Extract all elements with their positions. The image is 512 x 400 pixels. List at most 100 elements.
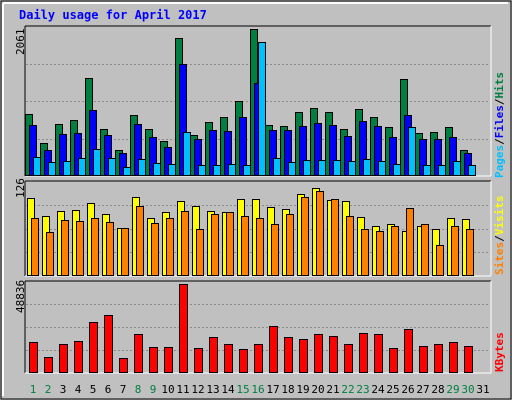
day-label: 11 (176, 383, 189, 396)
pages-bar (258, 42, 266, 176)
pages-bar (78, 158, 86, 176)
legend-hits: Hits (493, 72, 506, 99)
sites-bar (181, 211, 189, 276)
day-label: 29 (446, 383, 459, 396)
legend-hits-files-pages: Pages/Files/Hits (493, 72, 506, 178)
kbytes-bar (464, 346, 473, 373)
sites-bar (286, 214, 294, 276)
day-label: 25 (386, 383, 399, 396)
pages-bar (63, 161, 71, 176)
sites-bar (121, 228, 129, 276)
kbytes-bar (149, 347, 158, 373)
day-label: 22 (341, 383, 354, 396)
kbytes-bar (404, 329, 413, 373)
day-label: 23 (356, 383, 369, 396)
day-label: 26 (401, 383, 414, 396)
pages-bar (348, 161, 356, 176)
kbytes-bar (434, 344, 443, 373)
day-label: 7 (120, 383, 127, 396)
pages-bar (318, 160, 326, 176)
pages-bar (423, 165, 431, 176)
x-axis-day-labels: 1 2 3 4 5 6 7 8 9 10 11 12 13 14 15 16 17 18 19 20 21 22 23 24 2… (30, 383, 490, 396)
sites-bar (331, 199, 339, 276)
day-label: 14 (221, 383, 235, 396)
sites-bar (451, 226, 459, 276)
kbytes-bar (179, 284, 188, 373)
sites-bar (316, 191, 324, 276)
kbytes-bar (59, 344, 68, 373)
legend-kbytes-label: KBytes (493, 332, 506, 372)
sites-bar (226, 212, 234, 276)
day-label: 4 (75, 383, 82, 396)
sites-bar (271, 224, 279, 276)
kbytes-ymax-label: 48836 (14, 280, 27, 313)
day-label: 21 (326, 383, 339, 396)
pages-bar (303, 160, 311, 176)
legend-files: Files (493, 105, 506, 138)
day-label: 30 (461, 383, 474, 396)
kbytes-bar (329, 336, 338, 373)
kbytes-bar (299, 339, 308, 373)
kbytes-bar (209, 337, 218, 373)
legend-sites: Sites (493, 242, 506, 275)
pages-bar (168, 164, 176, 176)
kbytes-bar (74, 341, 83, 373)
kbytes-bar (239, 349, 248, 373)
sites-bar (466, 229, 474, 276)
kbytes-bar (359, 333, 368, 373)
kbytes-bar (29, 342, 38, 373)
day-label: 16 (251, 383, 264, 396)
legend-kbytes: KBytes (493, 332, 506, 372)
day-label: 31 (476, 383, 489, 396)
sites-bar (391, 226, 399, 276)
kbytes-bar (134, 334, 143, 373)
hits-files-pages-panel (24, 25, 492, 177)
sites-bar (361, 229, 369, 276)
day-label: 19 (296, 383, 309, 396)
pages-bar (333, 160, 341, 176)
pages-bar (453, 161, 461, 176)
day-label: 5 (90, 383, 97, 396)
kbytes-bar (284, 337, 293, 373)
pages-bar (363, 159, 371, 176)
day-label: 27 (416, 383, 429, 396)
day-label: 12 (191, 383, 204, 396)
day-label: 1 (30, 383, 37, 396)
day-label: 20 (311, 383, 324, 396)
sites-bar (421, 224, 429, 276)
sites-bar (256, 218, 264, 276)
sites-bar (376, 231, 384, 276)
pages-bar (288, 162, 296, 176)
kbytes-bar (254, 344, 263, 373)
sites-bar (166, 218, 174, 276)
pages-bar (33, 157, 41, 176)
legend-sep-1: / (493, 138, 506, 145)
kbytes-bar (224, 344, 233, 373)
pages-bar (183, 132, 191, 176)
day-label: 9 (150, 383, 157, 396)
visits-sites-panel (24, 180, 492, 277)
kbytes-bar (269, 326, 278, 373)
legend-visits-sites: Sites/Visits (493, 196, 506, 276)
visits-ymax-label: 126 (14, 178, 27, 198)
kbytes-bar (419, 346, 428, 373)
pages-bar (153, 163, 161, 176)
sites-bar (91, 218, 99, 276)
legend-sep-2: / (493, 98, 506, 105)
kbytes-bar (314, 334, 323, 373)
day-label: 6 (105, 383, 112, 396)
sites-bar (196, 229, 204, 276)
pages-bar (123, 167, 131, 176)
kbytes-bar (89, 322, 98, 373)
day-label: 18 (281, 383, 294, 396)
day-label: 10 (161, 383, 174, 396)
pages-bar (198, 165, 206, 176)
kbytes-bar (374, 334, 383, 373)
pages-bar (48, 162, 56, 176)
chart-title: Daily usage for April 2017 (19, 8, 207, 22)
day-label: 13 (206, 383, 219, 396)
pages-bar (393, 164, 401, 176)
pages-bar (438, 165, 446, 176)
day-label: 2 (45, 383, 52, 396)
